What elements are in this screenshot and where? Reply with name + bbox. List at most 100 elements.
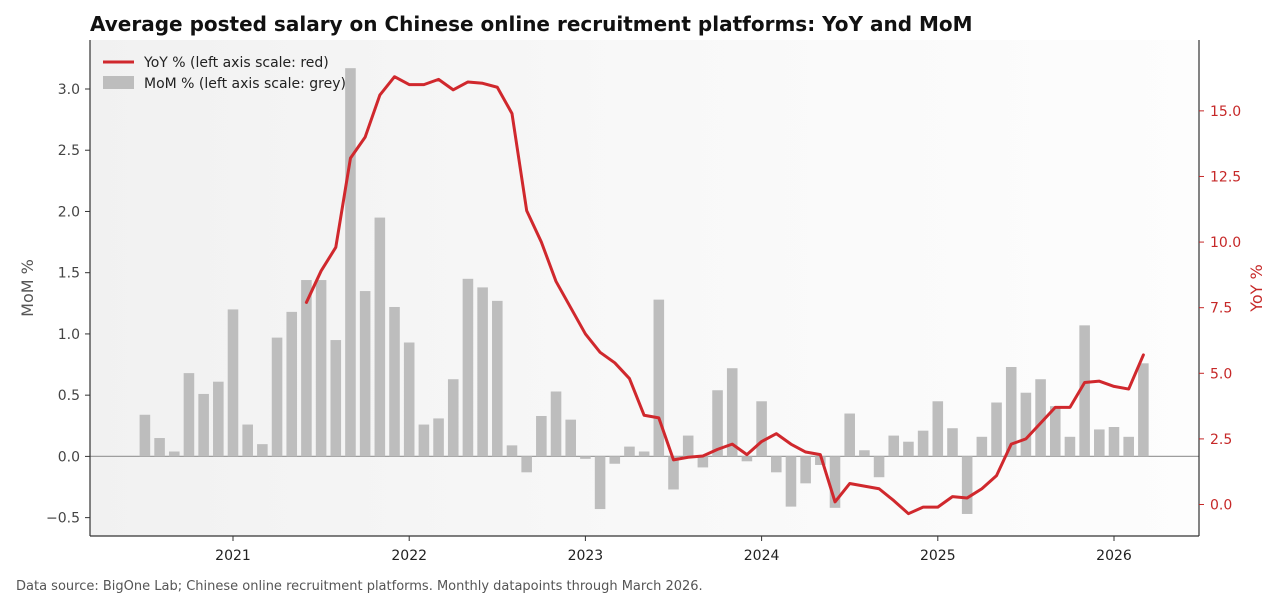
mom-bar	[844, 413, 855, 457]
mom-bar	[580, 456, 591, 459]
right-tick-label: 10.0	[1210, 235, 1241, 251]
mom-bar	[345, 68, 356, 457]
mom-bar	[286, 311, 298, 457]
mom-bar	[183, 373, 195, 457]
mom-bar	[961, 456, 973, 514]
yoy-line-layer	[304, 75, 1145, 516]
mom-bar	[712, 390, 723, 457]
mom-bar	[168, 451, 180, 457]
left-axis-title: MoM %	[18, 259, 37, 317]
left-tick-label: 3.0	[58, 82, 80, 98]
legend-yoy-label: YoY % (left axis scale: red)	[143, 55, 329, 71]
mom-bar	[859, 450, 870, 457]
mom-bar	[536, 415, 547, 457]
mom-bar	[1020, 392, 1032, 457]
mom-bar	[1123, 436, 1134, 457]
x-tick-label: 2021	[215, 548, 251, 564]
mom-bar	[873, 456, 885, 478]
data-source-note: Data source: BigOne Lab; Chinese online …	[16, 579, 703, 594]
mom-bar	[213, 381, 224, 457]
mom-bar	[917, 430, 929, 457]
right-tick-label: 15.0	[1210, 104, 1241, 120]
mom-bar	[492, 300, 503, 457]
right-axis-title: YoY %	[1247, 264, 1266, 313]
mom-bar	[653, 299, 665, 457]
right-tick-label: 12.5	[1210, 169, 1241, 185]
mom-bar	[198, 393, 209, 457]
mom-bar	[271, 337, 283, 457]
mom-bar	[1108, 427, 1120, 457]
mom-bar	[741, 456, 753, 462]
legend-mom-swatch	[103, 76, 134, 89]
mom-bar	[315, 280, 327, 457]
mom-bar	[1094, 429, 1105, 457]
mom-bar	[800, 456, 811, 484]
mom-bar	[815, 456, 826, 465]
mom-bar	[888, 435, 900, 457]
mom-bar	[1035, 379, 1046, 457]
mom-bar	[521, 456, 532, 473]
left-tick-label: −0.5	[46, 511, 80, 527]
mom-bar	[1079, 325, 1090, 457]
mom-bar	[301, 280, 312, 457]
mom-bar	[594, 456, 606, 510]
mom-bar	[609, 456, 621, 464]
mom-bar	[668, 456, 679, 490]
mom-bar	[477, 287, 488, 457]
x-tick-label: 2025	[920, 548, 956, 564]
mom-bar	[330, 340, 342, 457]
mom-bar	[403, 342, 415, 457]
x-tick-label: 2022	[391, 548, 427, 564]
mom-bar	[550, 391, 562, 457]
mom-bar	[418, 424, 430, 457]
mom-bar	[462, 278, 474, 457]
mom-bar	[932, 401, 944, 457]
mom-bar	[389, 306, 400, 457]
mom-bar	[1005, 366, 1017, 457]
mom-bar	[638, 451, 650, 457]
plot-area	[90, 40, 1199, 536]
mom-bar	[257, 444, 268, 457]
left-tick-label: 0.0	[58, 449, 80, 465]
mom-bars	[139, 68, 1149, 514]
mom-bar	[976, 436, 988, 457]
mom-bar	[947, 428, 958, 457]
mom-bar	[1064, 436, 1076, 457]
mom-bar	[756, 401, 767, 457]
mom-bar	[227, 309, 239, 457]
mom-bar	[447, 379, 459, 457]
mom-bar	[991, 402, 1002, 457]
mom-bar	[1049, 406, 1061, 457]
left-tick-label: 1.5	[58, 266, 80, 282]
right-tick-label: 7.5	[1210, 301, 1232, 317]
mom-bar	[139, 414, 151, 457]
legend-mom-label: MoM % (left axis scale: grey)	[144, 76, 346, 92]
right-tick-label: 2.5	[1210, 432, 1232, 448]
mom-bar	[506, 445, 518, 457]
left-tick-label: 2.0	[58, 204, 80, 220]
mom-bar	[697, 456, 709, 468]
x-tick-label: 2024	[744, 548, 780, 564]
legend: YoY % (left axis scale: red) MoM % (left …	[103, 55, 346, 92]
mom-bar	[624, 446, 635, 457]
x-tick-label: 2026	[1096, 548, 1132, 564]
axes: −0.5 0.0 0.5 1.0 1.5 2.0 2.5 3.0 0.0 2.5 5.0 7.5 10.…	[18, 40, 1266, 564]
mom-bar	[359, 291, 371, 457]
mom-bar	[682, 435, 694, 457]
right-tick-label: 5.0	[1210, 366, 1232, 382]
yoy-line	[304, 75, 1145, 516]
mom-bar	[903, 441, 914, 457]
right-tick-label: 0.0	[1210, 498, 1232, 514]
mom-bar	[154, 438, 165, 457]
left-tick-label: 1.0	[58, 327, 80, 343]
left-tick-label: 2.5	[58, 143, 80, 159]
mom-bar	[565, 419, 576, 457]
x-tick-label: 2023	[568, 548, 604, 564]
mom-bar	[1138, 363, 1149, 457]
chart-title: Average posted salary on Chinese online …	[90, 12, 973, 36]
mom-bar	[785, 456, 797, 507]
mom-bar	[433, 418, 444, 457]
mom-bar	[242, 424, 253, 457]
mom-bar	[374, 217, 386, 457]
mom-bar	[829, 456, 841, 508]
